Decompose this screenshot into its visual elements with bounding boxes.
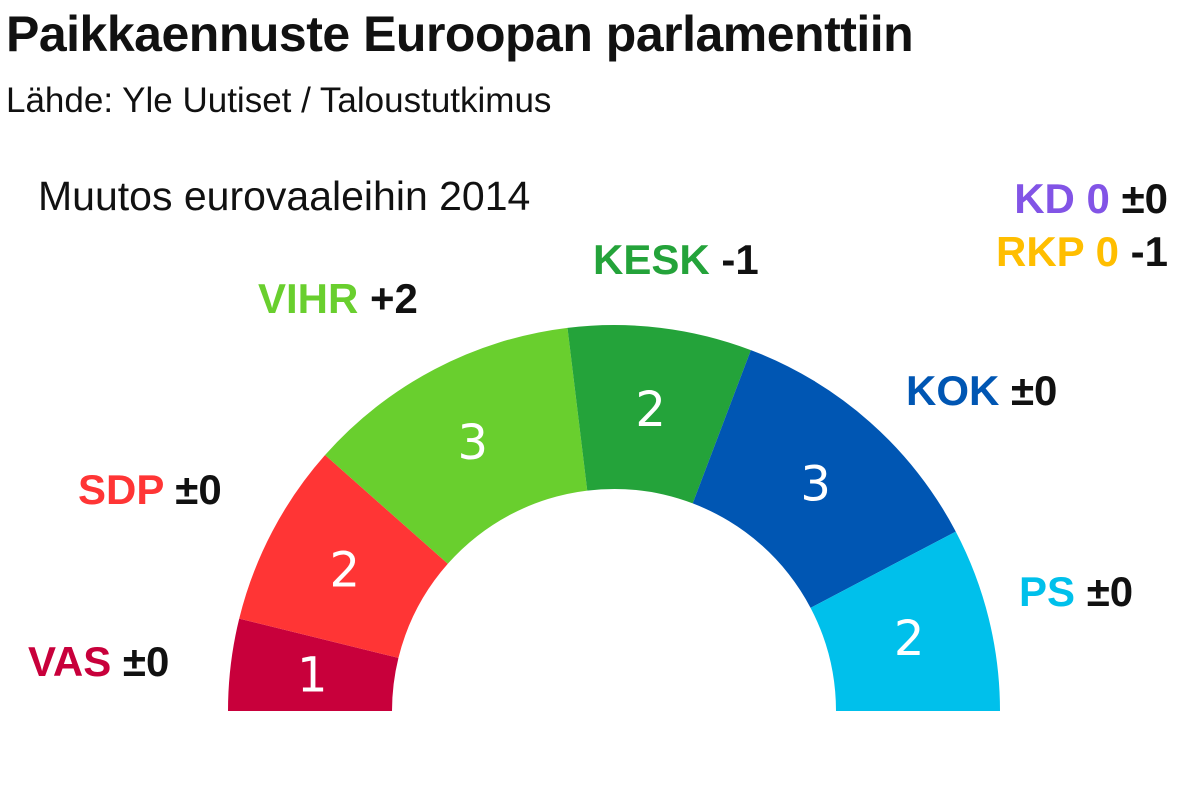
segment-kok xyxy=(692,350,956,608)
party-label-rkp: RKP 0 xyxy=(996,228,1131,275)
party-label-ps: PS xyxy=(1019,568,1087,615)
change-label-sdp: ±0 xyxy=(175,466,221,513)
change-label-vihr: +2 xyxy=(370,275,418,322)
chart-title: Paikkaennuste Euroopan parlamenttiin xyxy=(6,6,914,62)
seat-count-vas: 1 xyxy=(297,647,328,703)
change-label-kd: ±0 xyxy=(1122,175,1168,222)
party-annotation-vihr: VIHR +2 xyxy=(258,275,418,322)
segment-vas xyxy=(228,618,399,711)
change-label-rkp: -1 xyxy=(1131,228,1168,275)
seat-count-kesk: 2 xyxy=(635,382,666,438)
party-label-vas: VAS xyxy=(28,638,123,685)
party-label-kesk: KESK xyxy=(593,236,721,283)
party-label-kd: KD 0 xyxy=(1014,175,1121,222)
party-label-kok: KOK xyxy=(906,367,1011,414)
party-annotation-kesk: KESK -1 xyxy=(593,236,759,283)
party-annotation-sdp: SDP ±0 xyxy=(78,466,222,513)
party-annotation-kok: KOK ±0 xyxy=(906,367,1057,414)
party-annotation-kd: KD 0 ±0 xyxy=(1014,175,1168,222)
seat-count-kok: 3 xyxy=(800,456,831,512)
party-label-vihr: VIHR xyxy=(258,275,370,322)
change-label-kesk: -1 xyxy=(721,236,758,283)
party-annotation-ps: PS ±0 xyxy=(1019,568,1133,615)
seat-count-sdp: 2 xyxy=(330,543,361,599)
segment-ps xyxy=(810,531,1000,711)
seat-count-vihr: 3 xyxy=(457,415,488,471)
segment-kesk xyxy=(567,325,751,504)
change-label-kok: ±0 xyxy=(1011,367,1057,414)
change-label-ps: ±0 xyxy=(1087,568,1133,615)
segment-sdp xyxy=(239,455,448,658)
party-annotation-vas: VAS ±0 xyxy=(28,638,169,685)
segment-vihr xyxy=(325,327,588,564)
change-label-vas: ±0 xyxy=(123,638,169,685)
chart-subtitle: Muutos eurovaaleihin 2014 xyxy=(38,173,531,219)
party-annotation-rkp: RKP 0 -1 xyxy=(996,228,1168,275)
party-label-sdp: SDP xyxy=(78,466,175,513)
seat-count-ps: 2 xyxy=(894,611,925,667)
source-text: Lähde: Yle Uutiset / Taloustutkimus xyxy=(6,81,552,120)
